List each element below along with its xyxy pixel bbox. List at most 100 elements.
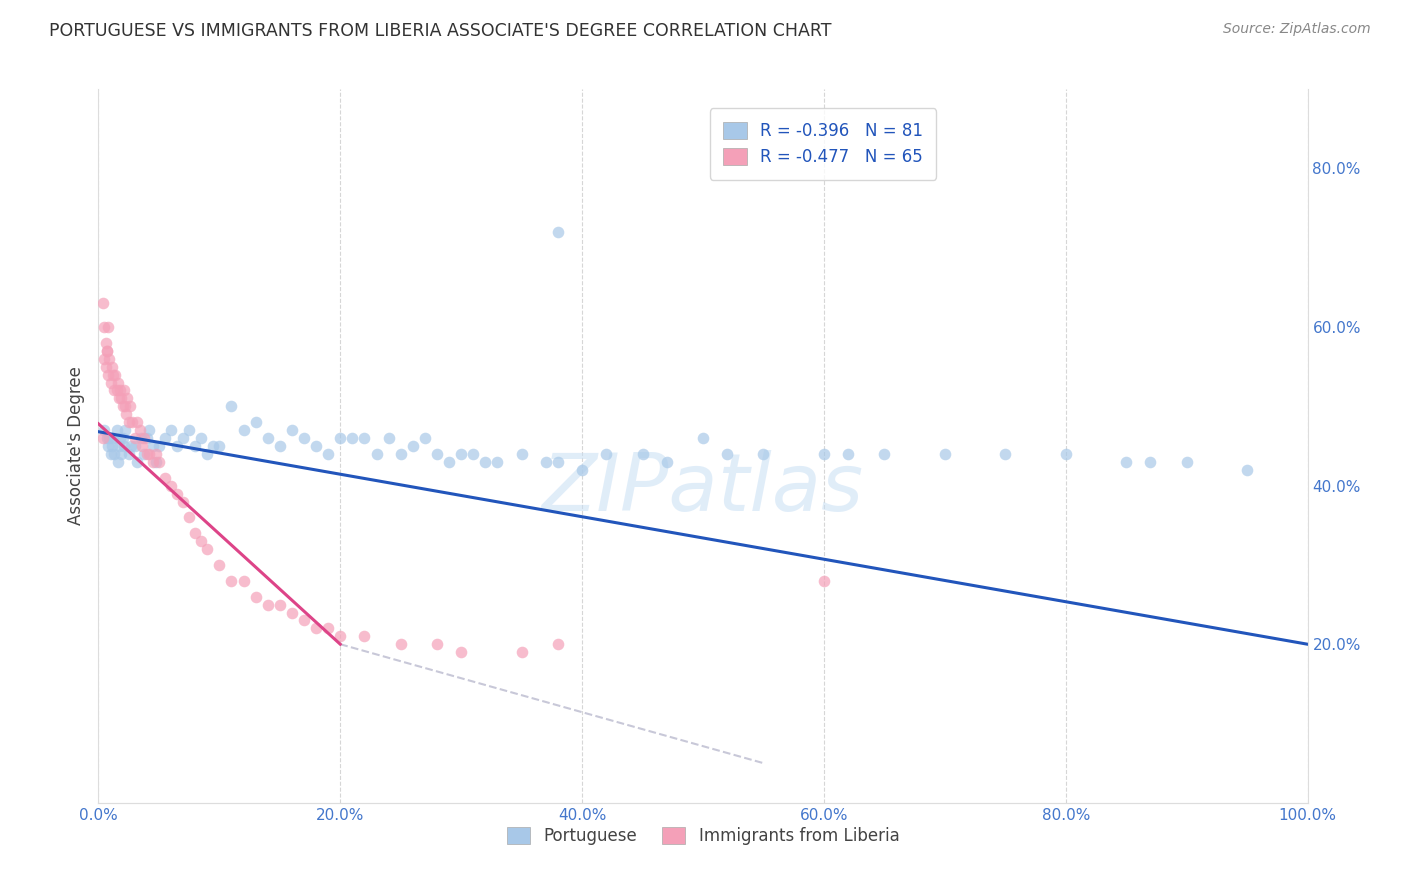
Y-axis label: Associate's Degree: Associate's Degree [66,367,84,525]
Point [837,447,859,461]
Point [389,447,412,461]
Point [256,431,278,445]
Point [994,447,1017,461]
Point [269,439,291,453]
Point [100,376,122,390]
Point [402,439,425,453]
Point [100,439,122,453]
Point [127,415,149,429]
Point [934,447,956,461]
Point [93,351,115,366]
Point [208,439,231,453]
Point [221,400,243,414]
Point [103,384,125,398]
Point [353,431,375,445]
Point [1175,455,1198,469]
Point [105,423,128,437]
Point [1236,463,1258,477]
Point [179,423,201,437]
Point [93,320,115,334]
Point [190,534,212,549]
Point [547,225,569,239]
Point [124,439,146,453]
Point [813,447,835,461]
Point [118,447,141,461]
Point [202,439,225,453]
Point [129,431,152,445]
Point [131,439,153,453]
Point [486,455,509,469]
Point [98,431,121,445]
Point [873,447,896,461]
Point [142,455,165,469]
Point [413,431,436,445]
Point [96,343,118,358]
Point [172,494,194,508]
Text: PORTUGUESE VS IMMIGRANTS FROM LIBERIA ASSOCIATE'S DEGREE CORRELATION CHART: PORTUGUESE VS IMMIGRANTS FROM LIBERIA AS… [49,22,832,40]
Point [91,431,114,445]
Point [305,621,328,635]
Point [96,431,118,445]
Point [121,415,143,429]
Point [547,455,569,469]
Point [153,431,176,445]
Point [107,455,129,469]
Point [145,447,167,461]
Point [114,400,136,414]
Point [281,606,304,620]
Point [450,447,472,461]
Point [93,423,115,437]
Point [160,423,183,437]
Point [108,439,131,453]
Point [389,637,412,651]
Point [107,376,129,390]
Point [101,431,124,445]
Point [190,431,212,445]
Point [184,439,207,453]
Point [148,439,170,453]
Point [1115,455,1137,469]
Point [105,384,128,398]
Point [437,455,460,469]
Point [813,574,835,588]
Point [110,392,132,406]
Point [135,447,157,461]
Point [104,368,127,382]
Point [281,423,304,437]
Point [160,478,183,492]
Point [463,447,485,461]
Point [118,400,141,414]
Text: ZIPatlas: ZIPatlas [541,450,865,528]
Point [172,431,194,445]
Point [208,558,231,572]
Point [305,439,328,453]
Point [232,423,254,437]
Point [342,431,364,445]
Point [114,423,136,437]
Point [108,384,131,398]
Point [377,431,399,445]
Point [166,486,188,500]
Point [128,423,150,437]
Point [256,598,278,612]
Point [98,351,121,366]
Point [110,447,132,461]
Point [716,447,738,461]
Point [329,629,352,643]
Point [329,431,352,445]
Point [692,431,714,445]
Point [232,574,254,588]
Point [195,542,218,557]
Point [353,629,375,643]
Point [111,431,134,445]
Point [108,431,131,445]
Point [135,431,157,445]
Point [96,343,118,358]
Point [94,335,117,350]
Point [179,510,201,524]
Point [166,439,188,453]
Legend: Portuguese, Immigrants from Liberia: Portuguese, Immigrants from Liberia [501,820,905,852]
Point [316,447,339,461]
Point [100,359,122,374]
Point [148,455,170,469]
